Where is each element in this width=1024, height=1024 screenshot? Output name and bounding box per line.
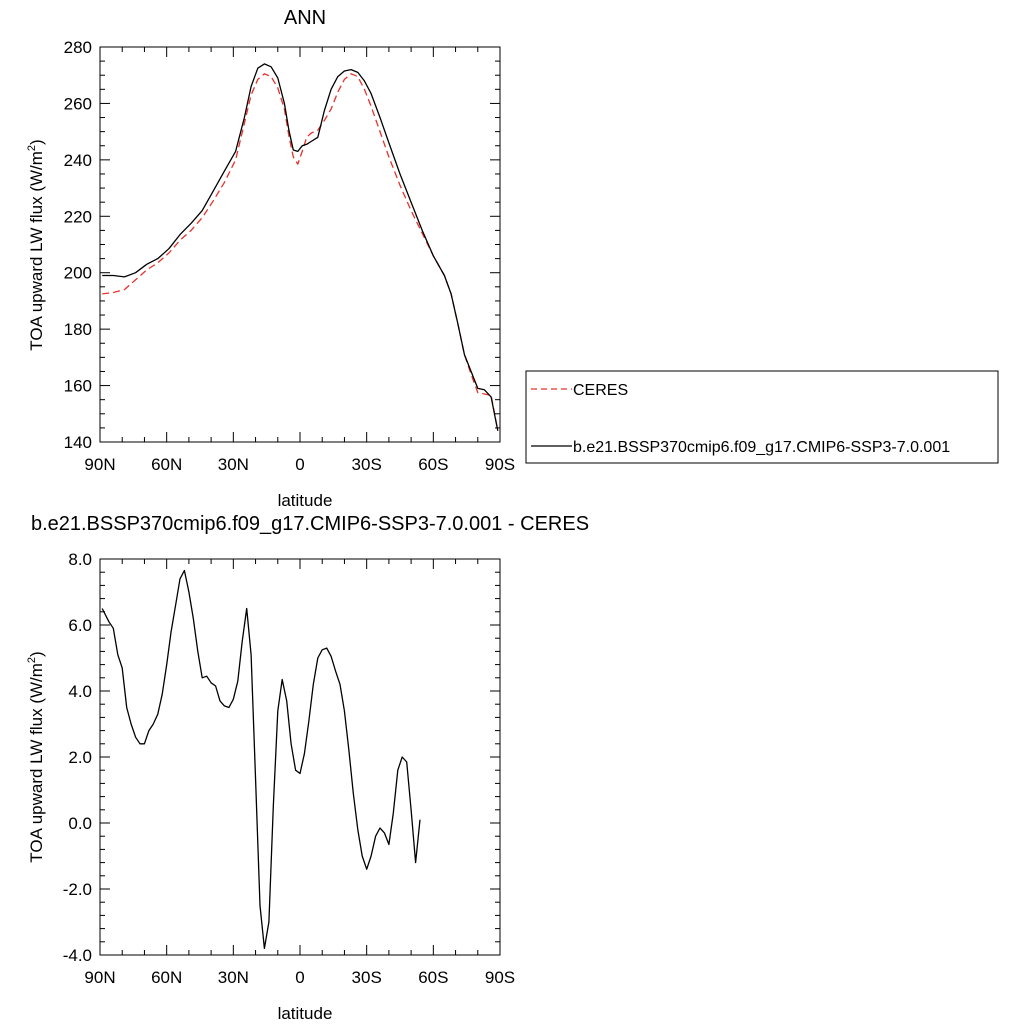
y-tick-label: 6.0 <box>68 616 92 635</box>
series-layer <box>102 63 499 431</box>
y-tick-label: 260 <box>64 94 92 113</box>
tick-layer: 140 160 180 200 220 240 260 280 90N 60N 30N 0 30S 60S… <box>64 38 516 474</box>
y-axis-label-main: TOA upward LW flux (W/m <box>27 663 46 863</box>
legend-label-ceres: CERES <box>573 382 628 399</box>
y-axis-label-main: TOA upward LW flux (W/m <box>27 151 46 351</box>
x-axis-label: latitude <box>278 491 333 510</box>
x-axis-label: latitude <box>278 1004 333 1023</box>
x-tick-label: 60S <box>418 455 448 474</box>
x-tick-label: 90N <box>84 968 115 987</box>
series-line-0 <box>102 73 499 431</box>
y-axis-label-superscript: 2 <box>26 657 38 663</box>
y-tick-label: 2.0 <box>68 748 92 767</box>
x-tick-label: 90N <box>84 455 115 474</box>
y-tick-label: 140 <box>64 433 92 452</box>
y-tick-label: -4.0 <box>63 946 92 965</box>
legend: CERES b.e21.BSSP370cmip6.f09_g17.CMIP6-S… <box>525 370 999 464</box>
x-tick-label: 30N <box>218 455 249 474</box>
x-tick-label: 0 <box>295 968 304 987</box>
x-tick-label: 30N <box>218 968 249 987</box>
legend-label-model: b.e21.BSSP370cmip6.f09_g17.CMIP6-SSP3-7.… <box>573 439 950 456</box>
plot-frame <box>99 46 501 443</box>
plot-frame <box>99 558 501 956</box>
y-axis-label-superscript: 2 <box>26 145 38 151</box>
x-tick-label: 0 <box>295 455 304 474</box>
y-tick-label: -2.0 <box>63 880 92 899</box>
y-axis-label-close: ) <box>27 651 46 657</box>
y-tick-label: 220 <box>64 207 92 226</box>
x-tick-label: 60N <box>151 968 182 987</box>
series-line-0 <box>101 569 421 950</box>
x-tick-label: 30S <box>352 968 382 987</box>
x-tick-label: 90S <box>485 968 515 987</box>
tick-layer: -4.0 -2.0 0.0 2.0 4.0 6.0 8.0 90N 60N 30N 0 30S 60S 9… <box>63 550 515 987</box>
flux-chart: ANN 140 160 180 200 220 240 260 280 90N 60N 30N 0 30… <box>26 7 999 510</box>
series-layer <box>101 569 421 950</box>
y-tick-label: 0.0 <box>68 814 92 833</box>
y-tick-label: 4.0 <box>68 682 92 701</box>
x-tick-label: 30S <box>352 455 382 474</box>
x-tick-label: 60S <box>418 968 448 987</box>
y-tick-label: 200 <box>64 264 92 283</box>
y-axis-label-close: ) <box>27 139 46 145</box>
y-tick-label: 180 <box>64 320 92 339</box>
x-tick-label: 60N <box>151 455 182 474</box>
y-tick-label: 240 <box>64 151 92 170</box>
chart-title: ANN <box>284 7 326 29</box>
chart-title: b.e21.BSSP370cmip6.f09_g17.CMIP6-SSP3-7.… <box>31 513 589 535</box>
y-tick-label: 8.0 <box>68 550 92 569</box>
y-tick-label: 280 <box>64 38 92 57</box>
x-tick-label: 90S <box>485 455 515 474</box>
series-line-1 <box>102 63 499 431</box>
y-axis-label: TOA upward LW flux (W/m2) <box>26 139 46 350</box>
y-tick-label: 160 <box>64 377 92 396</box>
difference-chart: b.e21.BSSP370cmip6.f09_g17.CMIP6-SSP3-7.… <box>26 513 589 1023</box>
y-axis-label: TOA upward LW flux (W/m2) <box>26 651 46 862</box>
legend-box <box>525 370 999 464</box>
